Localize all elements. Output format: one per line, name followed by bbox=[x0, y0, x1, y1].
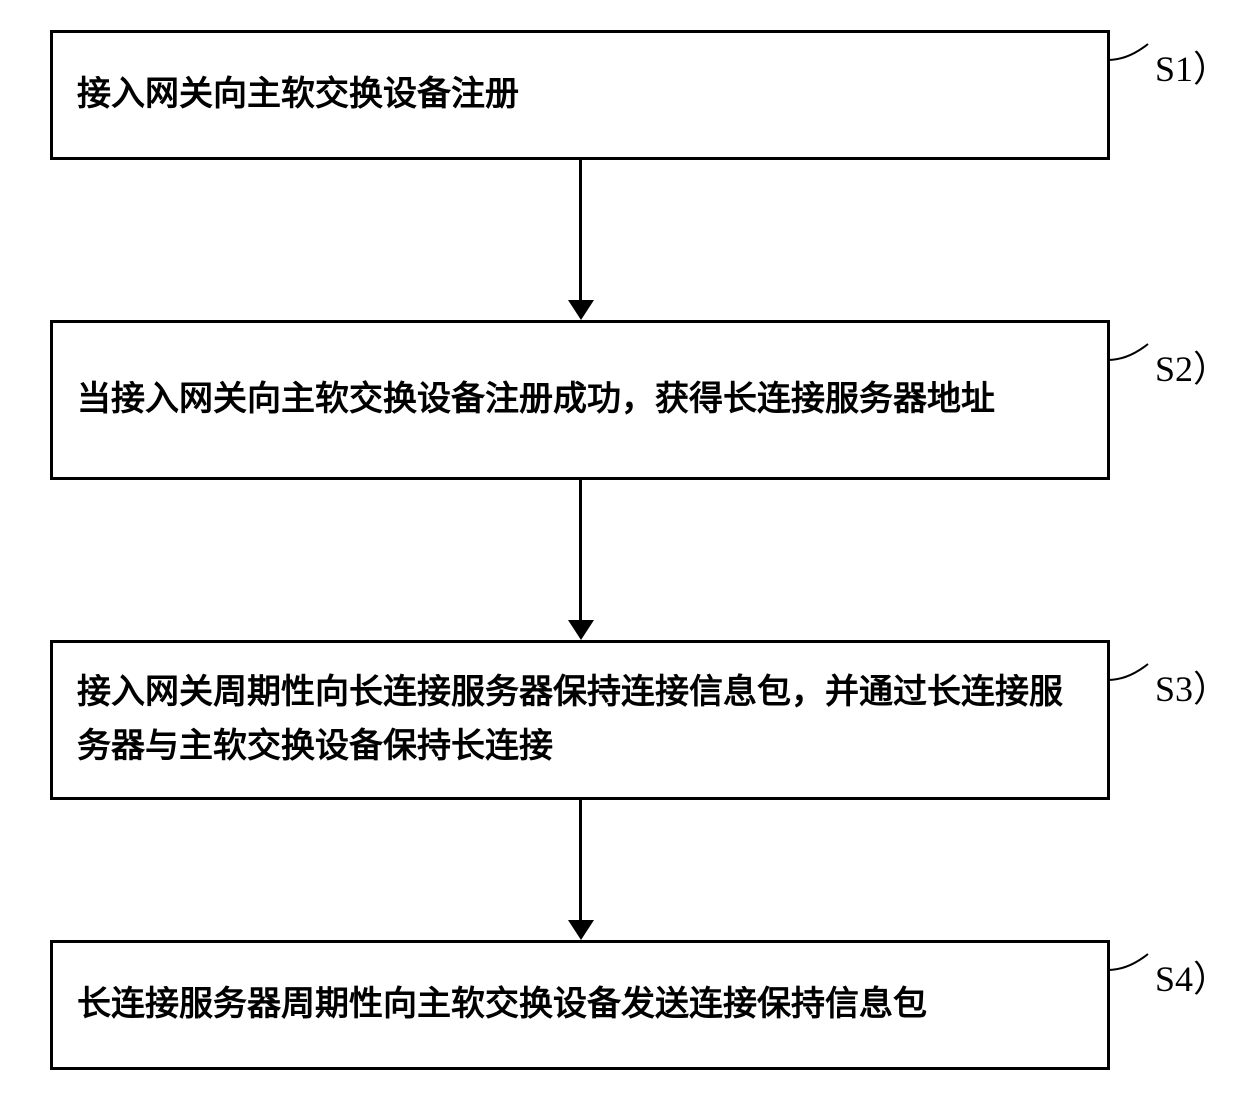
arrow-s3-s4 bbox=[579, 800, 582, 922]
step-label-s3: S3） bbox=[1155, 660, 1229, 712]
step-label-text: S3） bbox=[1155, 669, 1229, 709]
flow-step-text: 当接入网关向主软交换设备注册成功，获得长连接服务器地址 bbox=[77, 373, 995, 427]
step-label-s4: S4） bbox=[1155, 950, 1229, 1002]
step-label-text: S1） bbox=[1155, 49, 1229, 89]
flow-step-s1: 接入网关向主软交换设备注册 bbox=[50, 30, 1110, 160]
flow-step-s3: 接入网关周期性向长连接服务器保持连接信息包，并通过长连接服务器与主软交换设备保持… bbox=[50, 640, 1110, 800]
flowchart-canvas: 接入网关向主软交换设备注册 S1） 当接入网关向主软交换设备注册成功，获得长连接… bbox=[0, 0, 1240, 1094]
connector-s2 bbox=[1108, 338, 1156, 368]
flow-step-text: 接入网关周期性向长连接服务器保持连接信息包，并通过长连接服务器与主软交换设备保持… bbox=[77, 666, 1083, 775]
step-label-s1: S1） bbox=[1155, 40, 1229, 92]
connector-s4 bbox=[1108, 948, 1156, 978]
arrow-head-icon bbox=[568, 620, 594, 640]
flow-step-s2: 当接入网关向主软交换设备注册成功，获得长连接服务器地址 bbox=[50, 320, 1110, 480]
arrow-head-icon bbox=[568, 920, 594, 940]
connector-s3 bbox=[1108, 658, 1156, 688]
step-label-text: S2） bbox=[1155, 349, 1229, 389]
arrow-s2-s3 bbox=[579, 480, 582, 622]
arrow-s1-s2 bbox=[579, 160, 582, 302]
flow-step-text: 接入网关向主软交换设备注册 bbox=[77, 68, 519, 122]
flow-step-s4: 长连接服务器周期性向主软交换设备发送连接保持信息包 bbox=[50, 940, 1110, 1070]
connector-s1 bbox=[1108, 38, 1156, 68]
step-label-text: S4） bbox=[1155, 959, 1229, 999]
arrow-head-icon bbox=[568, 300, 594, 320]
step-label-s2: S2） bbox=[1155, 340, 1229, 392]
flow-step-text: 长连接服务器周期性向主软交换设备发送连接保持信息包 bbox=[77, 978, 927, 1032]
